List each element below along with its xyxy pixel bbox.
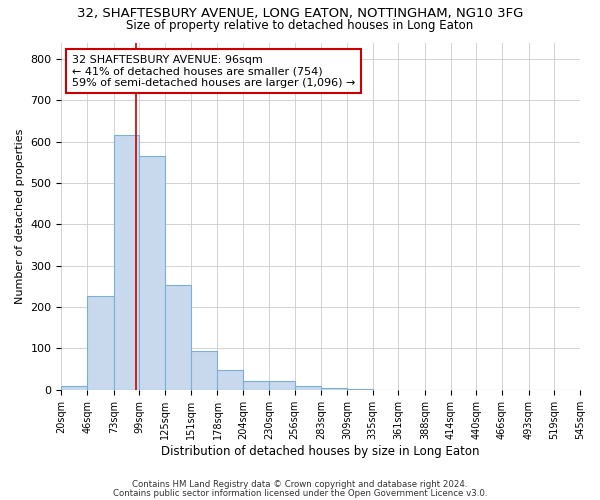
Bar (217, 370, 243, 390)
Text: 32, SHAFTESBURY AVENUE, LONG EATON, NOTTINGHAM, NG10 3FG: 32, SHAFTESBURY AVENUE, LONG EATON, NOTT… (77, 8, 523, 20)
Text: Size of property relative to detached houses in Long Eaton: Size of property relative to detached ho… (127, 18, 473, 32)
Bar (269, 381, 295, 390)
Text: 32 SHAFTESBURY AVENUE: 96sqm
← 41% of detached houses are smaller (754)
59% of s: 32 SHAFTESBURY AVENUE: 96sqm ← 41% of de… (72, 54, 355, 88)
X-axis label: Distribution of detached houses by size in Long Eaton: Distribution of detached houses by size … (161, 444, 480, 458)
Bar (139, 156, 165, 390)
Bar (87, 296, 114, 390)
Bar (347, 388, 373, 390)
Bar (165, 285, 191, 390)
Text: Contains HM Land Registry data © Crown copyright and database right 2024.: Contains HM Land Registry data © Crown c… (132, 480, 468, 489)
Bar (191, 350, 217, 390)
Text: Contains public sector information licensed under the Open Government Licence v3: Contains public sector information licen… (113, 488, 487, 498)
Bar (243, 381, 269, 390)
Bar (114, 134, 139, 390)
Y-axis label: Number of detached properties: Number of detached properties (15, 128, 25, 304)
Bar (295, 386, 321, 390)
Bar (321, 388, 347, 390)
Bar (61, 386, 87, 390)
